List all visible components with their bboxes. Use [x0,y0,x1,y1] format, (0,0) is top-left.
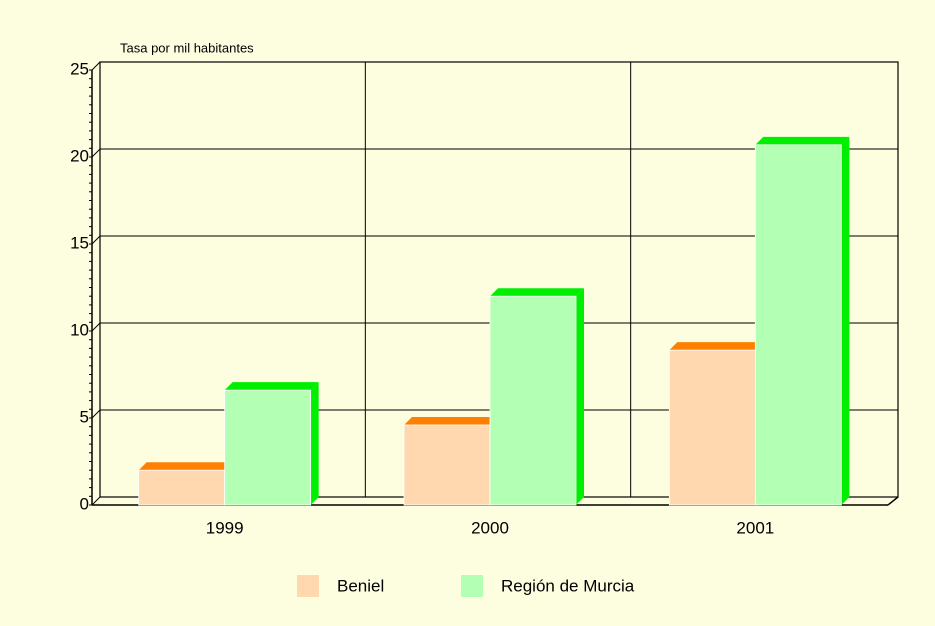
bar [138,469,226,506]
x-tick-label: 2001 [736,518,774,537]
wall-line [91,496,101,506]
y-tick-label: 15 [70,233,89,252]
wall-line [91,61,101,71]
floor-edge [887,496,899,506]
legend-label: Región de Murcia [501,576,635,595]
bar [668,349,756,506]
bar [489,295,577,506]
x-tick-label: 1999 [206,518,244,537]
bar-top [138,462,233,471]
y-tick-label: 20 [70,146,89,165]
y-tick-label: 10 [70,320,89,339]
legend-swatch [461,575,483,597]
y-axis-label: Tasa por mil habitantes [120,40,254,55]
bar [403,424,491,506]
bar-side [310,382,319,505]
legend-label: Beniel [337,576,384,595]
x-tick-label: 2000 [471,518,509,537]
bar-top [490,288,584,297]
y-tick-label: 0 [80,494,89,513]
y-tick-label: 25 [70,59,89,78]
bar-top [755,136,850,145]
wall-line [91,409,101,419]
y-tick-label: 5 [80,407,89,426]
bar [224,389,312,506]
wall-line [91,235,101,245]
wall-line [91,322,101,332]
bar-top [404,416,498,425]
bar-top [669,342,764,351]
bar-side [841,136,850,505]
bar-top [224,382,319,391]
bar-side [576,288,584,505]
wall-line [91,148,101,158]
legend-swatch [297,575,319,597]
bar [754,144,842,506]
